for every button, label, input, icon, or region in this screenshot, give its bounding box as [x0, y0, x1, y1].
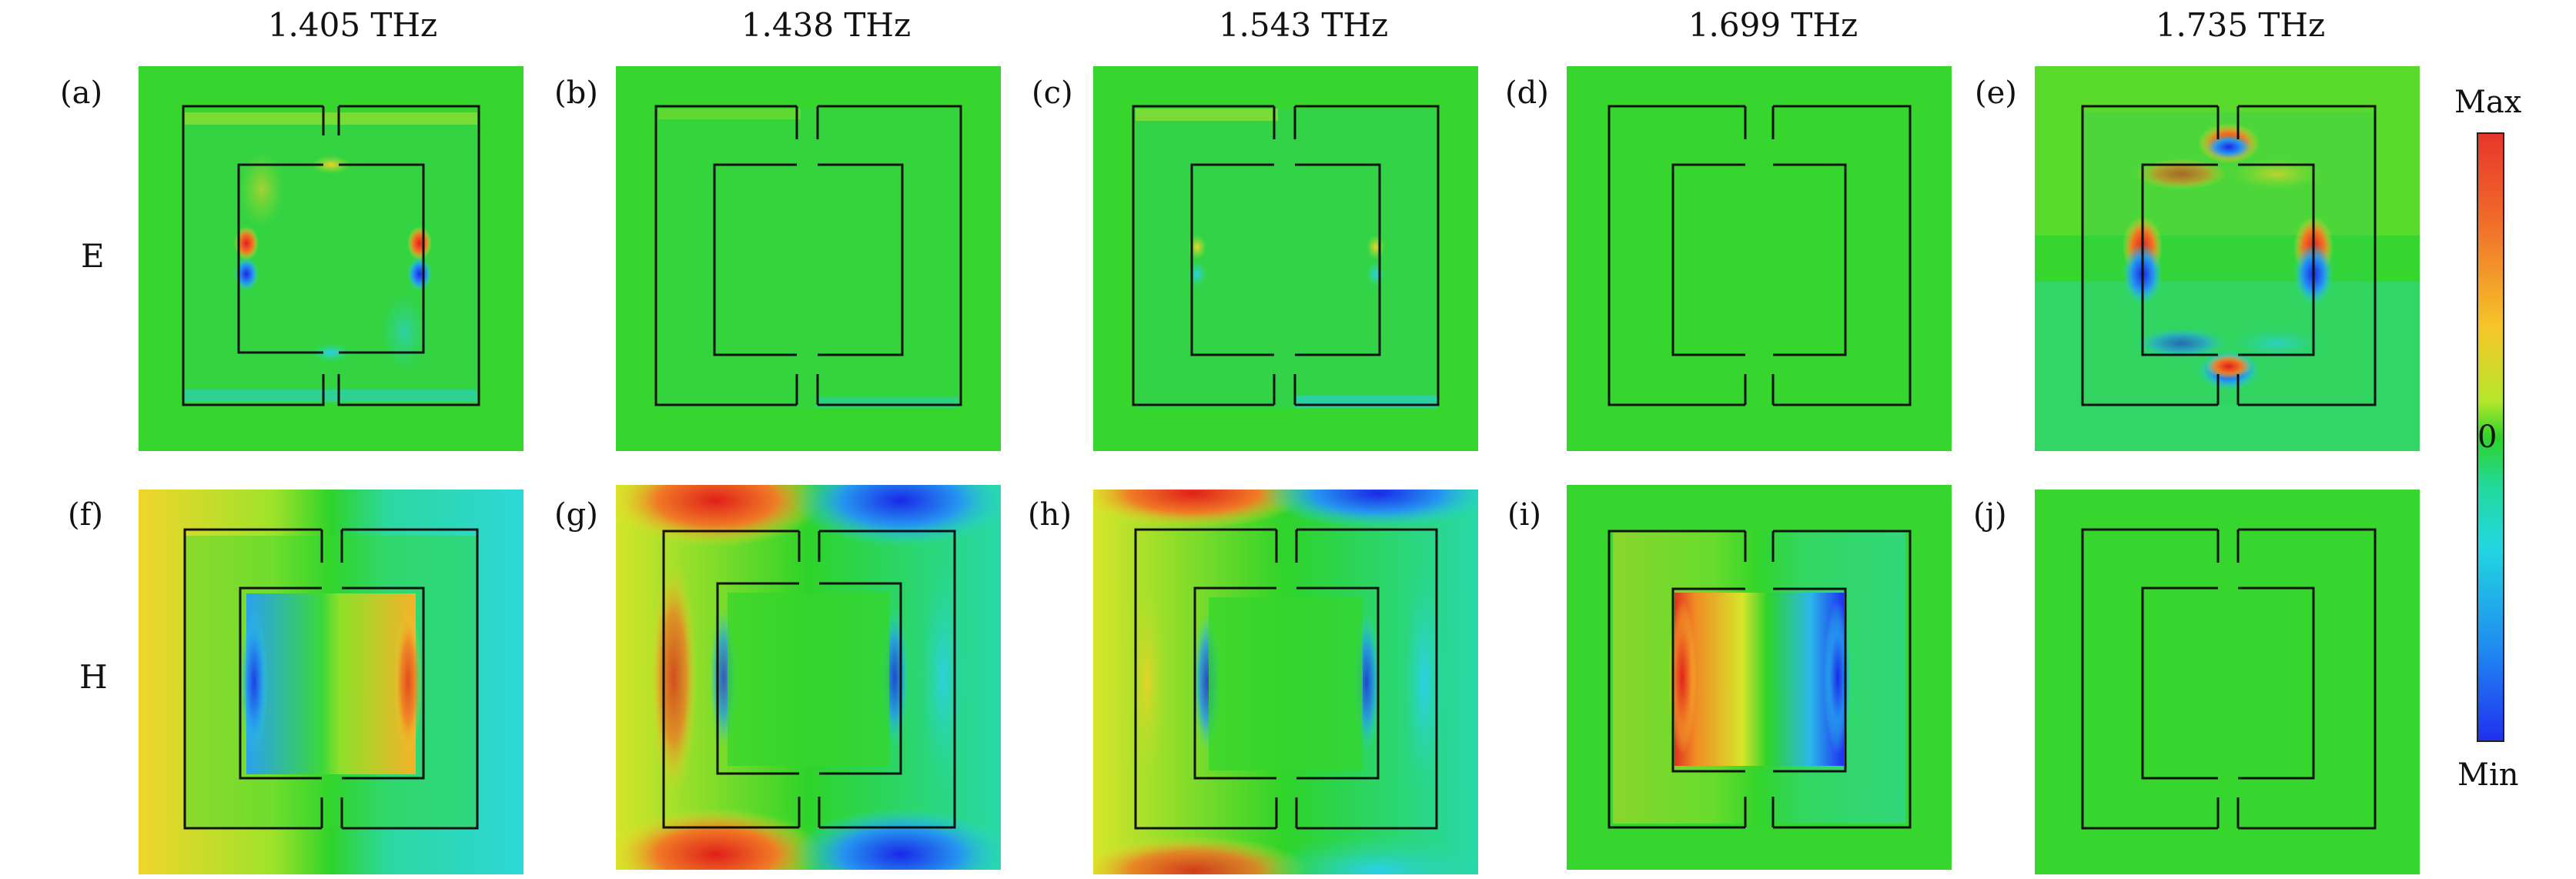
panel-label-b: (b): [554, 75, 598, 111]
panel-label-g: (g): [554, 497, 598, 533]
colorbar-max-label: Max: [2454, 85, 2522, 120]
field-map-panel-a: [139, 66, 524, 451]
field-map-panel-j: [2035, 490, 2420, 874]
row-label-h-field: H: [79, 658, 108, 696]
field-map-panel-b: [616, 66, 1001, 451]
field-map-panel-h: [1093, 490, 1478, 874]
panel-label-e: (e): [1975, 75, 2017, 111]
field-map-panel-d: [1567, 66, 1952, 451]
panel-label-a: (a): [60, 75, 103, 111]
field-map-panel-e: [2035, 66, 2420, 451]
colorbar-zero-label: 0: [2477, 419, 2497, 455]
row-label-e-field: E: [81, 237, 105, 275]
field-map-panel-g: [616, 485, 1001, 870]
panel-label-j: (j): [1973, 497, 2007, 533]
field-map-panel-f: [139, 490, 524, 874]
frequency-header-3: 1.543 THz: [1218, 6, 1389, 44]
field-map-panel-i: [1567, 485, 1952, 870]
frequency-header-5: 1.735 THz: [2155, 6, 2326, 44]
colorbar-min-label: Min: [2457, 757, 2519, 793]
panel-label-f: (f): [68, 497, 104, 533]
field-map-panel-c: [1093, 66, 1478, 451]
panel-label-d: (d): [1505, 75, 1549, 111]
colorbar: [2477, 132, 2504, 742]
panel-label-h: (h): [1028, 497, 1072, 533]
frequency-header-4: 1.699 THz: [1688, 6, 1858, 44]
frequency-header-2: 1.438 THz: [741, 6, 912, 44]
frequency-header-1: 1.405 THz: [267, 6, 438, 44]
panel-label-i: (i): [1507, 497, 1542, 533]
panel-label-c: (c): [1032, 75, 1073, 111]
